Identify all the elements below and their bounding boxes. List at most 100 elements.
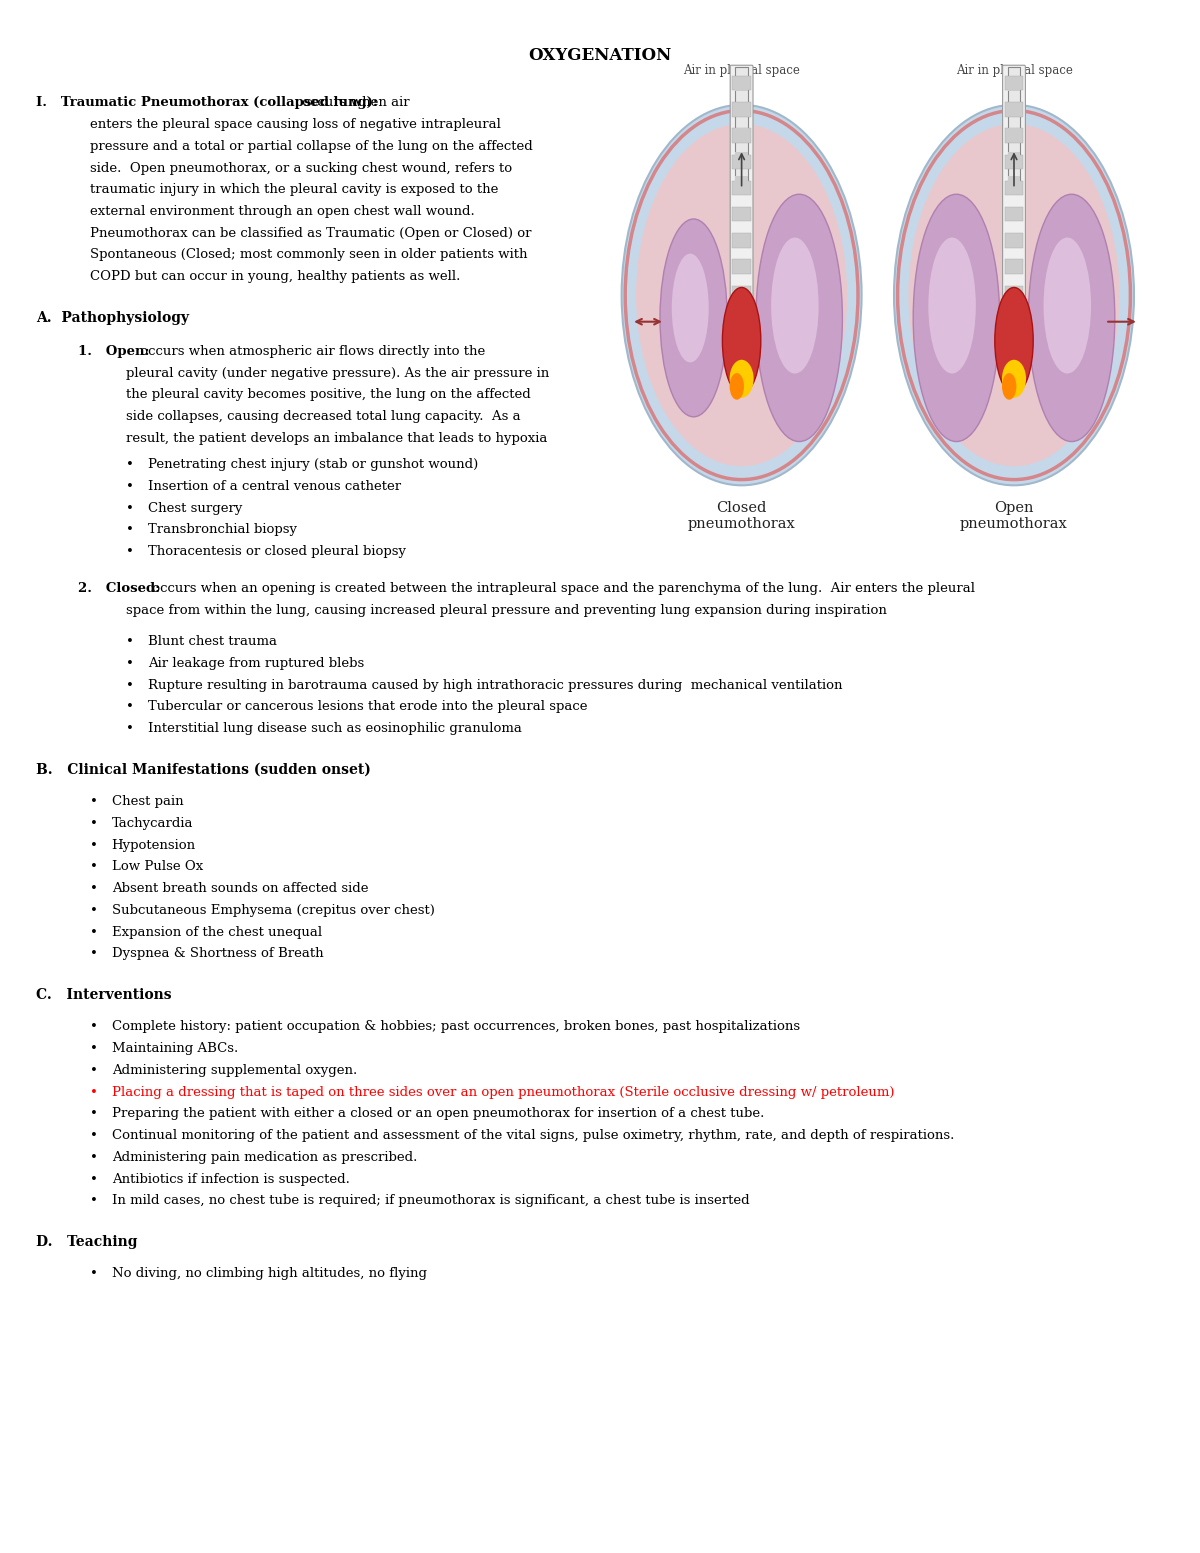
Text: •: • [90, 1151, 98, 1163]
Text: Air leakage from ruptured blebs: Air leakage from ruptured blebs [148, 657, 364, 669]
Text: Hypotension: Hypotension [112, 839, 196, 851]
Text: •: • [90, 1173, 98, 1185]
Text: side collapses, causing decreased total lung capacity.  As a: side collapses, causing decreased total … [126, 410, 521, 422]
Ellipse shape [908, 124, 1120, 466]
Text: occurs when air: occurs when air [298, 96, 409, 109]
Text: 1.   Open:: 1. Open: [78, 345, 150, 357]
Text: Tubercular or cancerous lesions that erode into the pleural space: Tubercular or cancerous lesions that ero… [148, 700, 587, 713]
Text: •: • [90, 947, 98, 960]
Ellipse shape [1044, 238, 1091, 374]
Bar [732, 233, 751, 247]
Text: •: • [126, 722, 134, 735]
Text: •: • [90, 1042, 98, 1054]
Text: traumatic injury in which the pleural cavity is exposed to the: traumatic injury in which the pleural ca… [90, 183, 498, 196]
Text: Antibiotics if infection is suspected.: Antibiotics if infection is suspected. [112, 1173, 349, 1185]
Text: Tachycardia: Tachycardia [112, 817, 193, 829]
Text: •: • [90, 904, 98, 916]
Bar [732, 76, 751, 90]
Text: •: • [126, 458, 134, 471]
Text: •: • [90, 1064, 98, 1076]
Ellipse shape [1002, 373, 1016, 399]
Bar [1008, 152, 1020, 165]
Text: Dyspnea & Shortness of Breath: Dyspnea & Shortness of Breath [112, 947, 323, 960]
Ellipse shape [1028, 194, 1115, 441]
Bar [736, 104, 748, 115]
Text: occurs when atmospheric air flows directly into the: occurs when atmospheric air flows direct… [137, 345, 486, 357]
Text: •: • [126, 480, 134, 492]
Bar [732, 155, 751, 169]
Ellipse shape [913, 194, 1000, 441]
Bar [732, 259, 751, 273]
Text: •: • [90, 817, 98, 829]
Text: Rupture resulting in barotrauma caused by high intrathoracic pressures during  m: Rupture resulting in barotrauma caused b… [148, 679, 842, 691]
Text: •: • [90, 1086, 98, 1098]
Text: In mild cases, no chest tube is required; if pneumothorax is significant, a ches: In mild cases, no chest tube is required… [112, 1194, 749, 1207]
Ellipse shape [929, 238, 976, 374]
Text: •: • [126, 545, 134, 558]
Text: •: • [90, 1267, 98, 1280]
Text: external environment through an open chest wall wound.: external environment through an open che… [90, 205, 475, 217]
Text: COPD but can occur in young, healthy patients as well.: COPD but can occur in young, healthy pat… [90, 270, 461, 283]
Text: •: • [126, 635, 134, 648]
Ellipse shape [722, 287, 761, 394]
Text: Maintaining ABCs.: Maintaining ABCs. [112, 1042, 238, 1054]
Text: •: • [126, 502, 134, 514]
Ellipse shape [894, 104, 1134, 485]
Ellipse shape [1002, 360, 1026, 398]
Ellipse shape [660, 219, 727, 416]
Text: Interstitial lung disease such as eosinophilic granuloma: Interstitial lung disease such as eosino… [148, 722, 522, 735]
Text: space from within the lung, causing increased pleural pressure and preventing lu: space from within the lung, causing incr… [126, 604, 887, 617]
Text: •: • [90, 839, 98, 851]
FancyBboxPatch shape [730, 65, 754, 304]
Text: I.   Traumatic Pneumothorax (collapsed lung):: I. Traumatic Pneumothorax (collapsed lun… [36, 96, 378, 109]
Bar [1004, 129, 1024, 143]
Text: •: • [90, 860, 98, 873]
Text: Spontaneous (Closed; most commonly seen in older patients with: Spontaneous (Closed; most commonly seen … [90, 248, 528, 261]
Text: •: • [90, 795, 98, 808]
Text: •: • [126, 523, 134, 536]
Text: Low Pulse Ox: Low Pulse Ox [112, 860, 203, 873]
Text: Placing a dressing that is taped on three sides over an open pneumothorax (Steri: Placing a dressing that is taped on thre… [112, 1086, 894, 1098]
Text: Chest pain: Chest pain [112, 795, 184, 808]
Text: •: • [90, 1107, 98, 1120]
Text: •: • [126, 700, 134, 713]
Bar [1004, 180, 1024, 196]
Text: Continual monitoring of the patient and assessment of the vital signs, pulse oxi: Continual monitoring of the patient and … [112, 1129, 954, 1141]
Text: •: • [90, 926, 98, 938]
Text: result, the patient develops an imbalance that leads to hypoxia: result, the patient develops an imbalanc… [126, 432, 547, 444]
Ellipse shape [730, 373, 744, 399]
Text: 2.   Closed:: 2. Closed: [78, 582, 160, 595]
Ellipse shape [730, 360, 754, 398]
Text: B.   Clinical Manifestations (sudden onset): B. Clinical Manifestations (sudden onset… [36, 763, 371, 776]
Bar [732, 102, 751, 116]
Bar [736, 177, 748, 188]
Ellipse shape [672, 253, 709, 362]
Text: Chest surgery: Chest surgery [148, 502, 242, 514]
Text: •: • [126, 679, 134, 691]
Bar [1004, 233, 1024, 247]
Bar [736, 127, 748, 140]
Bar [1004, 286, 1024, 300]
Ellipse shape [622, 104, 862, 485]
Text: pleural cavity (under negative pressure). As the air pressure in: pleural cavity (under negative pressure)… [126, 367, 550, 379]
Bar [1008, 67, 1020, 188]
Text: Closed
pneumothorax: Closed pneumothorax [688, 500, 796, 531]
Bar [1008, 79, 1020, 92]
Text: Preparing the patient with either a closed or an open pneumothorax for insertion: Preparing the patient with either a clos… [112, 1107, 764, 1120]
Text: side.  Open pneumothorax, or a sucking chest wound, refers to: side. Open pneumothorax, or a sucking ch… [90, 162, 512, 174]
Text: OXYGENATION: OXYGENATION [528, 47, 672, 64]
Bar [732, 180, 751, 196]
Text: Subcutaneous Emphysema (crepitus over chest): Subcutaneous Emphysema (crepitus over ch… [112, 904, 434, 916]
Ellipse shape [772, 238, 818, 374]
Text: •: • [126, 657, 134, 669]
Text: D.   Teaching: D. Teaching [36, 1235, 138, 1249]
Text: Air in pleural space: Air in pleural space [683, 64, 800, 76]
Text: Administering pain medication as prescribed.: Administering pain medication as prescri… [112, 1151, 416, 1163]
Text: the pleural cavity becomes positive, the lung on the affected: the pleural cavity becomes positive, the… [126, 388, 530, 401]
Text: C.   Interventions: C. Interventions [36, 988, 172, 1002]
Text: occurs when an opening is created between the intrapleural space and the parench: occurs when an opening is created betwee… [148, 582, 974, 595]
Text: Complete history: patient occupation & hobbies; past occurrences, broken bones, : Complete history: patient occupation & h… [112, 1020, 799, 1033]
Bar [1004, 102, 1024, 116]
Text: Thoracentesis or closed pleural biopsy: Thoracentesis or closed pleural biopsy [148, 545, 406, 558]
Text: Penetrating chest injury (stab or gunshot wound): Penetrating chest injury (stab or gunsho… [148, 458, 478, 471]
